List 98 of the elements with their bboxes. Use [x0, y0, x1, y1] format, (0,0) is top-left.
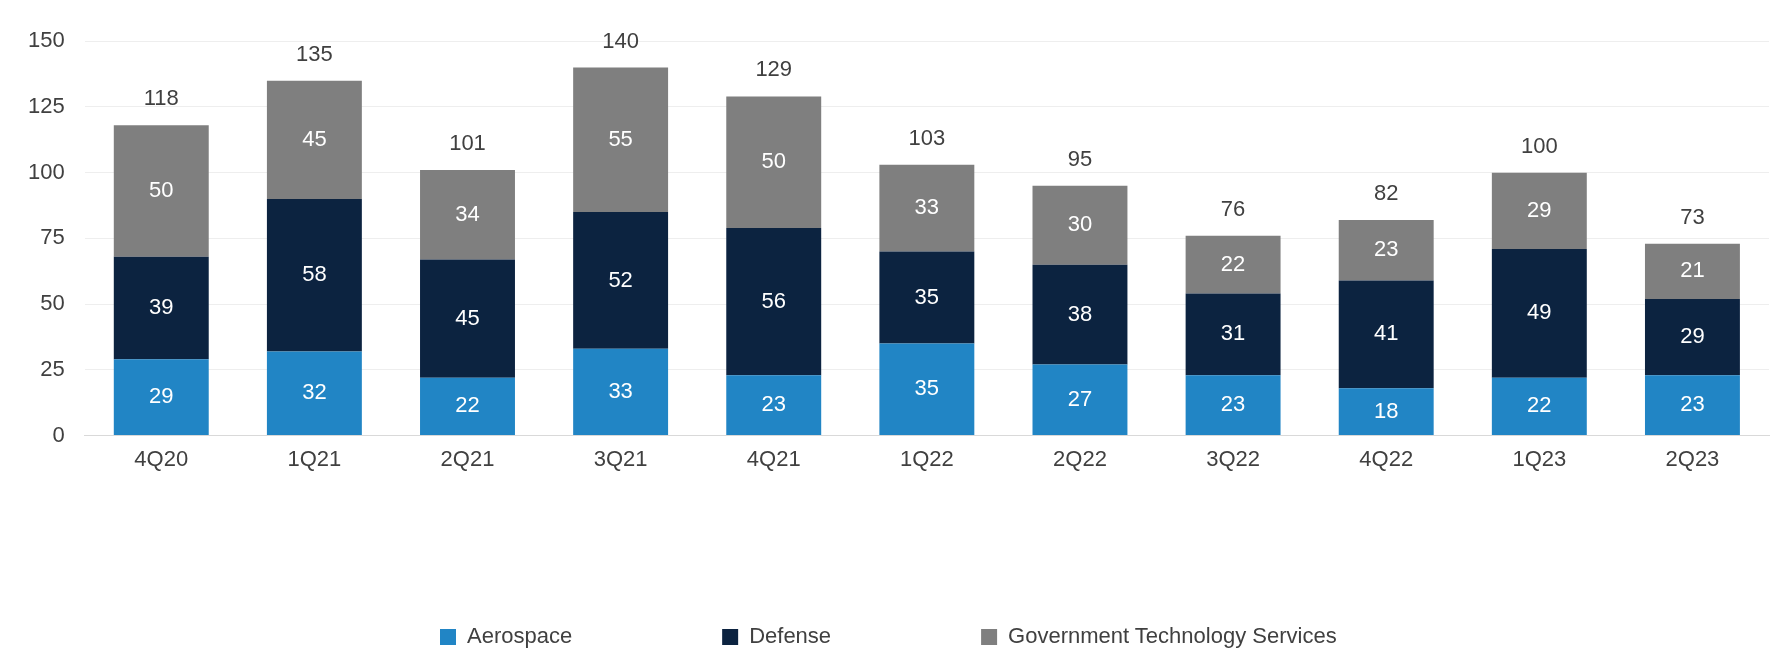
- data-label: 34: [455, 200, 480, 226]
- data-label: 23: [1680, 391, 1705, 417]
- x-tick-label: 4Q22: [1359, 445, 1414, 471]
- legend-label: Defense: [749, 623, 832, 649]
- bar: [1032, 364, 1128, 436]
- data-label: 39: [149, 294, 174, 320]
- data-label: 23: [1220, 391, 1246, 417]
- bar: [113, 125, 209, 257]
- bar: [879, 164, 975, 252]
- data-label: 29: [149, 383, 174, 409]
- bar: [113, 256, 209, 360]
- data-label: 56: [761, 287, 786, 313]
- bar: [1185, 235, 1281, 294]
- data-label: 23: [761, 391, 786, 417]
- x-tick-label: 4Q21: [746, 445, 801, 471]
- total-label: 140: [602, 27, 639, 53]
- data-label: 23: [1373, 236, 1399, 262]
- bar: [266, 80, 362, 199]
- data-label: 29: [1680, 323, 1705, 349]
- bar: [1644, 375, 1740, 436]
- total-label: 103: [908, 124, 946, 150]
- legend-label: Government Technology Services: [1008, 623, 1337, 649]
- data-label: 22: [1527, 392, 1552, 418]
- y-tick-label: 75: [40, 224, 65, 250]
- bar: [1338, 280, 1434, 389]
- bar: [879, 343, 975, 436]
- data-label: 33: [914, 194, 940, 220]
- bar: [1032, 264, 1128, 365]
- x-tick-label: 1Q22: [899, 445, 954, 471]
- bar: [1644, 298, 1740, 376]
- data-label: 22: [1220, 250, 1246, 276]
- data-label: 32: [302, 379, 327, 405]
- total-label: 118: [143, 85, 179, 111]
- bar: [573, 212, 669, 349]
- bar: [726, 227, 822, 376]
- bar: [420, 377, 515, 436]
- total-label: 101: [449, 130, 486, 156]
- bar: [113, 359, 209, 436]
- bar: [1491, 172, 1587, 249]
- x-tick-label: 2Q21: [440, 445, 495, 471]
- data-label: 21: [1680, 257, 1705, 283]
- x-tick-label: 2Q22: [1053, 445, 1107, 471]
- bar: [573, 67, 669, 213]
- bar: [1185, 293, 1281, 376]
- bar: [1338, 388, 1434, 436]
- bar: [1338, 220, 1434, 281]
- total-label: 82: [1373, 180, 1399, 206]
- legend-label: Aerospace: [466, 623, 573, 649]
- bar: [1491, 248, 1587, 378]
- data-label: 33: [608, 378, 633, 404]
- data-label: 18: [1373, 397, 1399, 423]
- data-label: 35: [914, 283, 940, 309]
- x-tick-label: 1Q21: [287, 445, 342, 471]
- y-tick-label: 100: [27, 158, 65, 184]
- data-label: 31: [1220, 320, 1246, 346]
- total-label: 100: [1520, 132, 1558, 158]
- data-label: 45: [455, 304, 480, 330]
- bar: [266, 198, 362, 352]
- data-label: 58: [302, 261, 327, 287]
- total-label: 95: [1067, 145, 1093, 171]
- bar: [879, 251, 975, 344]
- bar: [266, 351, 362, 436]
- bar: [420, 170, 515, 260]
- data-label: 52: [608, 266, 633, 292]
- x-tick-label: 2Q23: [1665, 445, 1720, 471]
- total-label: 129: [755, 56, 793, 82]
- x-tick-label: 1Q23: [1512, 445, 1567, 471]
- data-label: 35: [914, 375, 940, 401]
- bar: [726, 375, 822, 436]
- x-tick-label: 4Q20: [134, 445, 189, 471]
- total-label: 135: [296, 40, 333, 66]
- data-label: 29: [1527, 196, 1552, 222]
- x-tick-label: 3Q22: [1206, 445, 1260, 471]
- data-label: 50: [761, 148, 786, 174]
- data-label: 22: [455, 392, 480, 418]
- y-tick-label: 0: [52, 421, 65, 447]
- total-label: 76: [1220, 195, 1246, 221]
- data-label: 49: [1527, 299, 1552, 325]
- bar: [420, 259, 515, 378]
- y-tick-label: 150: [27, 27, 65, 53]
- bar: [1032, 185, 1128, 265]
- x-tick-label: 3Q21: [593, 445, 648, 471]
- bar: [1644, 243, 1740, 299]
- bar: [726, 96, 822, 228]
- y-tick-label: 25: [40, 355, 65, 381]
- data-label: 45: [302, 125, 327, 151]
- y-tick-label: 50: [40, 290, 65, 316]
- bar: [1185, 375, 1281, 436]
- y-tick-label: 125: [27, 93, 65, 118]
- bar: [573, 348, 669, 436]
- data-label: 30: [1067, 211, 1093, 237]
- data-label: 55: [608, 125, 633, 151]
- data-label: 50: [149, 177, 174, 203]
- total-label: 73: [1680, 203, 1705, 229]
- bar: [1491, 377, 1587, 436]
- data-label: 41: [1373, 320, 1399, 346]
- data-label: 38: [1067, 300, 1093, 326]
- data-label: 27: [1067, 385, 1093, 411]
